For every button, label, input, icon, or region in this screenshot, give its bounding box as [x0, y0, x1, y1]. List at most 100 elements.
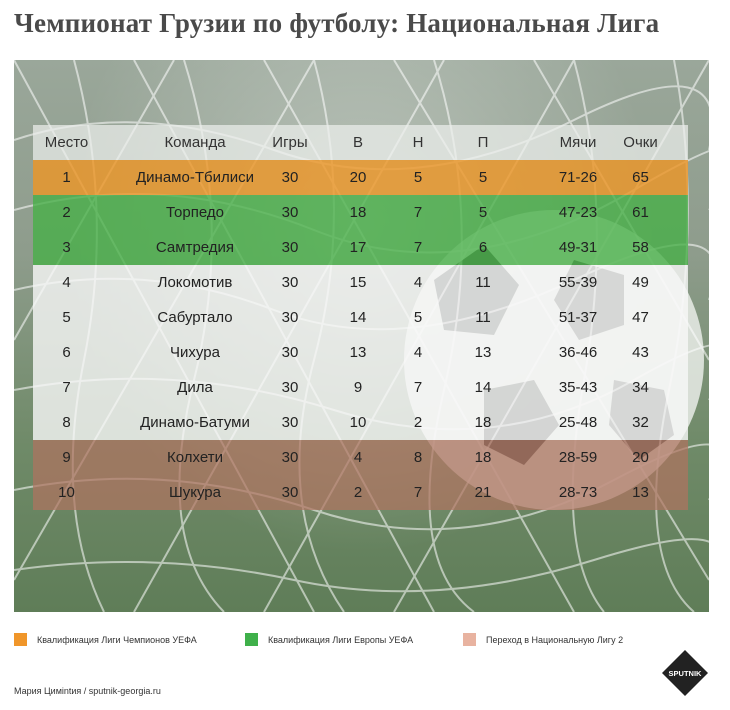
header-points: Очки — [623, 134, 658, 151]
cell-draws: 5 — [413, 309, 423, 326]
sputnik-logo-text: SPUTNIK — [669, 669, 703, 678]
legend-ucl-swatch — [14, 633, 27, 647]
table-row: 5 Сабуртало 30 14 5 11 51-37 47 — [33, 300, 688, 335]
cell-goals: 28-59 — [558, 449, 598, 466]
table-row: 8 Динамо-Батуми 30 10 2 18 25-48 32 — [33, 405, 688, 440]
cell-wins: 4 — [353, 449, 363, 466]
cell-points: 13 — [632, 484, 649, 501]
cell-wins: 20 — [349, 169, 367, 186]
legend-ucl: Квалификация Лиги Чемпионов УЕФА — [14, 632, 197, 648]
table-row: 1 Динамо-Тбилиси 30 20 5 5 71-26 65 — [33, 160, 688, 195]
cell-goals: 47-23 — [558, 204, 598, 221]
table-row: 3 Самтредия 30 17 7 6 49-31 58 — [33, 230, 688, 265]
cell-losses: 5 — [478, 169, 488, 186]
header-pos: Место — [44, 134, 89, 151]
cell-wins: 13 — [349, 344, 367, 361]
cell-wins: 10 — [349, 414, 367, 431]
cell-goals: 51-37 — [558, 309, 598, 326]
header-draws: Н — [412, 134, 424, 151]
cell-points: 49 — [632, 274, 649, 291]
cell-points: 20 — [632, 449, 649, 466]
legend-relegation: Переход в Национальную Лигу 2 — [463, 632, 623, 648]
cell-team: Сабуртало — [157, 309, 233, 326]
cell-pos: 10 — [58, 484, 75, 501]
cell-goals: 36-46 — [558, 344, 598, 361]
cell-wins: 18 — [349, 204, 367, 221]
cell-points: 58 — [632, 239, 649, 256]
cell-pos: 3 — [62, 239, 71, 256]
cell-points: 65 — [632, 169, 649, 186]
cell-losses: 21 — [474, 484, 492, 501]
cell-goals: 55-39 — [558, 274, 598, 291]
cell-games: 30 — [281, 414, 299, 431]
cell-games: 30 — [281, 449, 299, 466]
cell-pos: 4 — [62, 274, 71, 291]
cell-team: Торпедо — [166, 204, 224, 221]
cell-team: Шукура — [169, 484, 221, 501]
cell-games: 30 — [281, 484, 299, 501]
legend-relegation-swatch — [463, 633, 476, 647]
cell-losses: 18 — [474, 449, 492, 466]
cell-wins: 2 — [353, 484, 363, 501]
cell-team: Дила — [177, 379, 213, 396]
cell-points: 34 — [632, 379, 649, 396]
cell-games: 30 — [281, 204, 299, 221]
legend-uel: Квалификация Лиги Европы УЕФА — [245, 632, 413, 648]
table-row: 6 Чихура 30 13 4 13 36-46 43 — [33, 335, 688, 370]
cell-pos: 9 — [62, 449, 71, 466]
legend-uel-label: Квалификация Лиги Европы УЕФА — [268, 635, 414, 645]
cell-games: 30 — [281, 309, 299, 326]
cell-draws: 8 — [413, 449, 423, 466]
sputnik-logo-icon: SPUTNIK — [662, 650, 708, 696]
cell-draws: 4 — [413, 274, 423, 291]
cell-goals: 49-31 — [558, 239, 598, 256]
cell-pos: 5 — [62, 309, 71, 326]
cell-goals: 35-43 — [558, 379, 598, 396]
standings-table: Место Команда Игры В Н П Мячи Очки 1 Дин… — [33, 125, 688, 510]
table-row: 7 Дила 30 9 7 14 35-43 34 — [33, 370, 688, 405]
cell-points: 32 — [632, 414, 649, 431]
cell-pos: 8 — [62, 414, 71, 431]
cell-wins: 17 — [349, 239, 367, 256]
cell-wins: 15 — [349, 274, 367, 291]
table-row: 2 Торпедо 30 18 7 5 47-23 61 — [33, 195, 688, 230]
header-games: Игры — [272, 134, 308, 151]
cell-team: Локомотив — [157, 274, 233, 291]
cell-team: Чихура — [170, 344, 220, 361]
cell-pos: 1 — [62, 169, 71, 186]
cell-draws: 7 — [413, 204, 423, 221]
cell-goals: 71-26 — [558, 169, 598, 186]
cell-draws: 4 — [413, 344, 423, 361]
page-title: Чемпионат Грузии по футболу: Национальна… — [14, 8, 660, 38]
cell-losses: 18 — [474, 414, 492, 431]
header-goals: Мячи — [559, 134, 597, 151]
cell-games: 30 — [281, 169, 299, 186]
cell-losses: 6 — [478, 239, 488, 256]
cell-games: 30 — [281, 239, 299, 256]
cell-draws: 2 — [413, 414, 423, 431]
cell-losses: 11 — [475, 309, 491, 326]
cell-goals: 25-48 — [558, 414, 598, 431]
legend-ucl-label: Квалификация Лиги Чемпионов УЕФА — [37, 635, 197, 645]
header-losses: П — [477, 134, 489, 151]
header-team: Команда — [164, 134, 226, 151]
cell-games: 30 — [281, 274, 299, 291]
cell-team: Динамо-Тбилиси — [136, 169, 254, 186]
table-row: 10 Шукура 30 2 7 21 28-73 13 — [33, 475, 688, 510]
cell-losses: 11 — [475, 274, 491, 291]
cell-losses: 14 — [474, 379, 492, 396]
cell-draws: 7 — [413, 484, 423, 501]
legend-relegation-label: Переход в Национальную Лигу 2 — [486, 635, 624, 645]
cell-team: Самтредия — [155, 239, 235, 256]
cell-games: 30 — [281, 344, 299, 361]
cell-pos: 6 — [62, 344, 71, 361]
table-row: 4 Локомотив 30 15 4 11 55-39 49 — [33, 265, 688, 300]
header-wins: В — [352, 134, 363, 151]
cell-draws: 7 — [413, 239, 423, 256]
cell-pos: 7 — [62, 379, 71, 396]
cell-wins: 9 — [353, 379, 363, 396]
table-row: 9 Колхети 30 4 8 18 28-59 20 — [33, 440, 688, 475]
table-header-row: Место Команда Игры В Н П Мячи Очки — [33, 125, 688, 160]
cell-draws: 7 — [413, 379, 423, 396]
cell-goals: 28-73 — [558, 484, 598, 501]
